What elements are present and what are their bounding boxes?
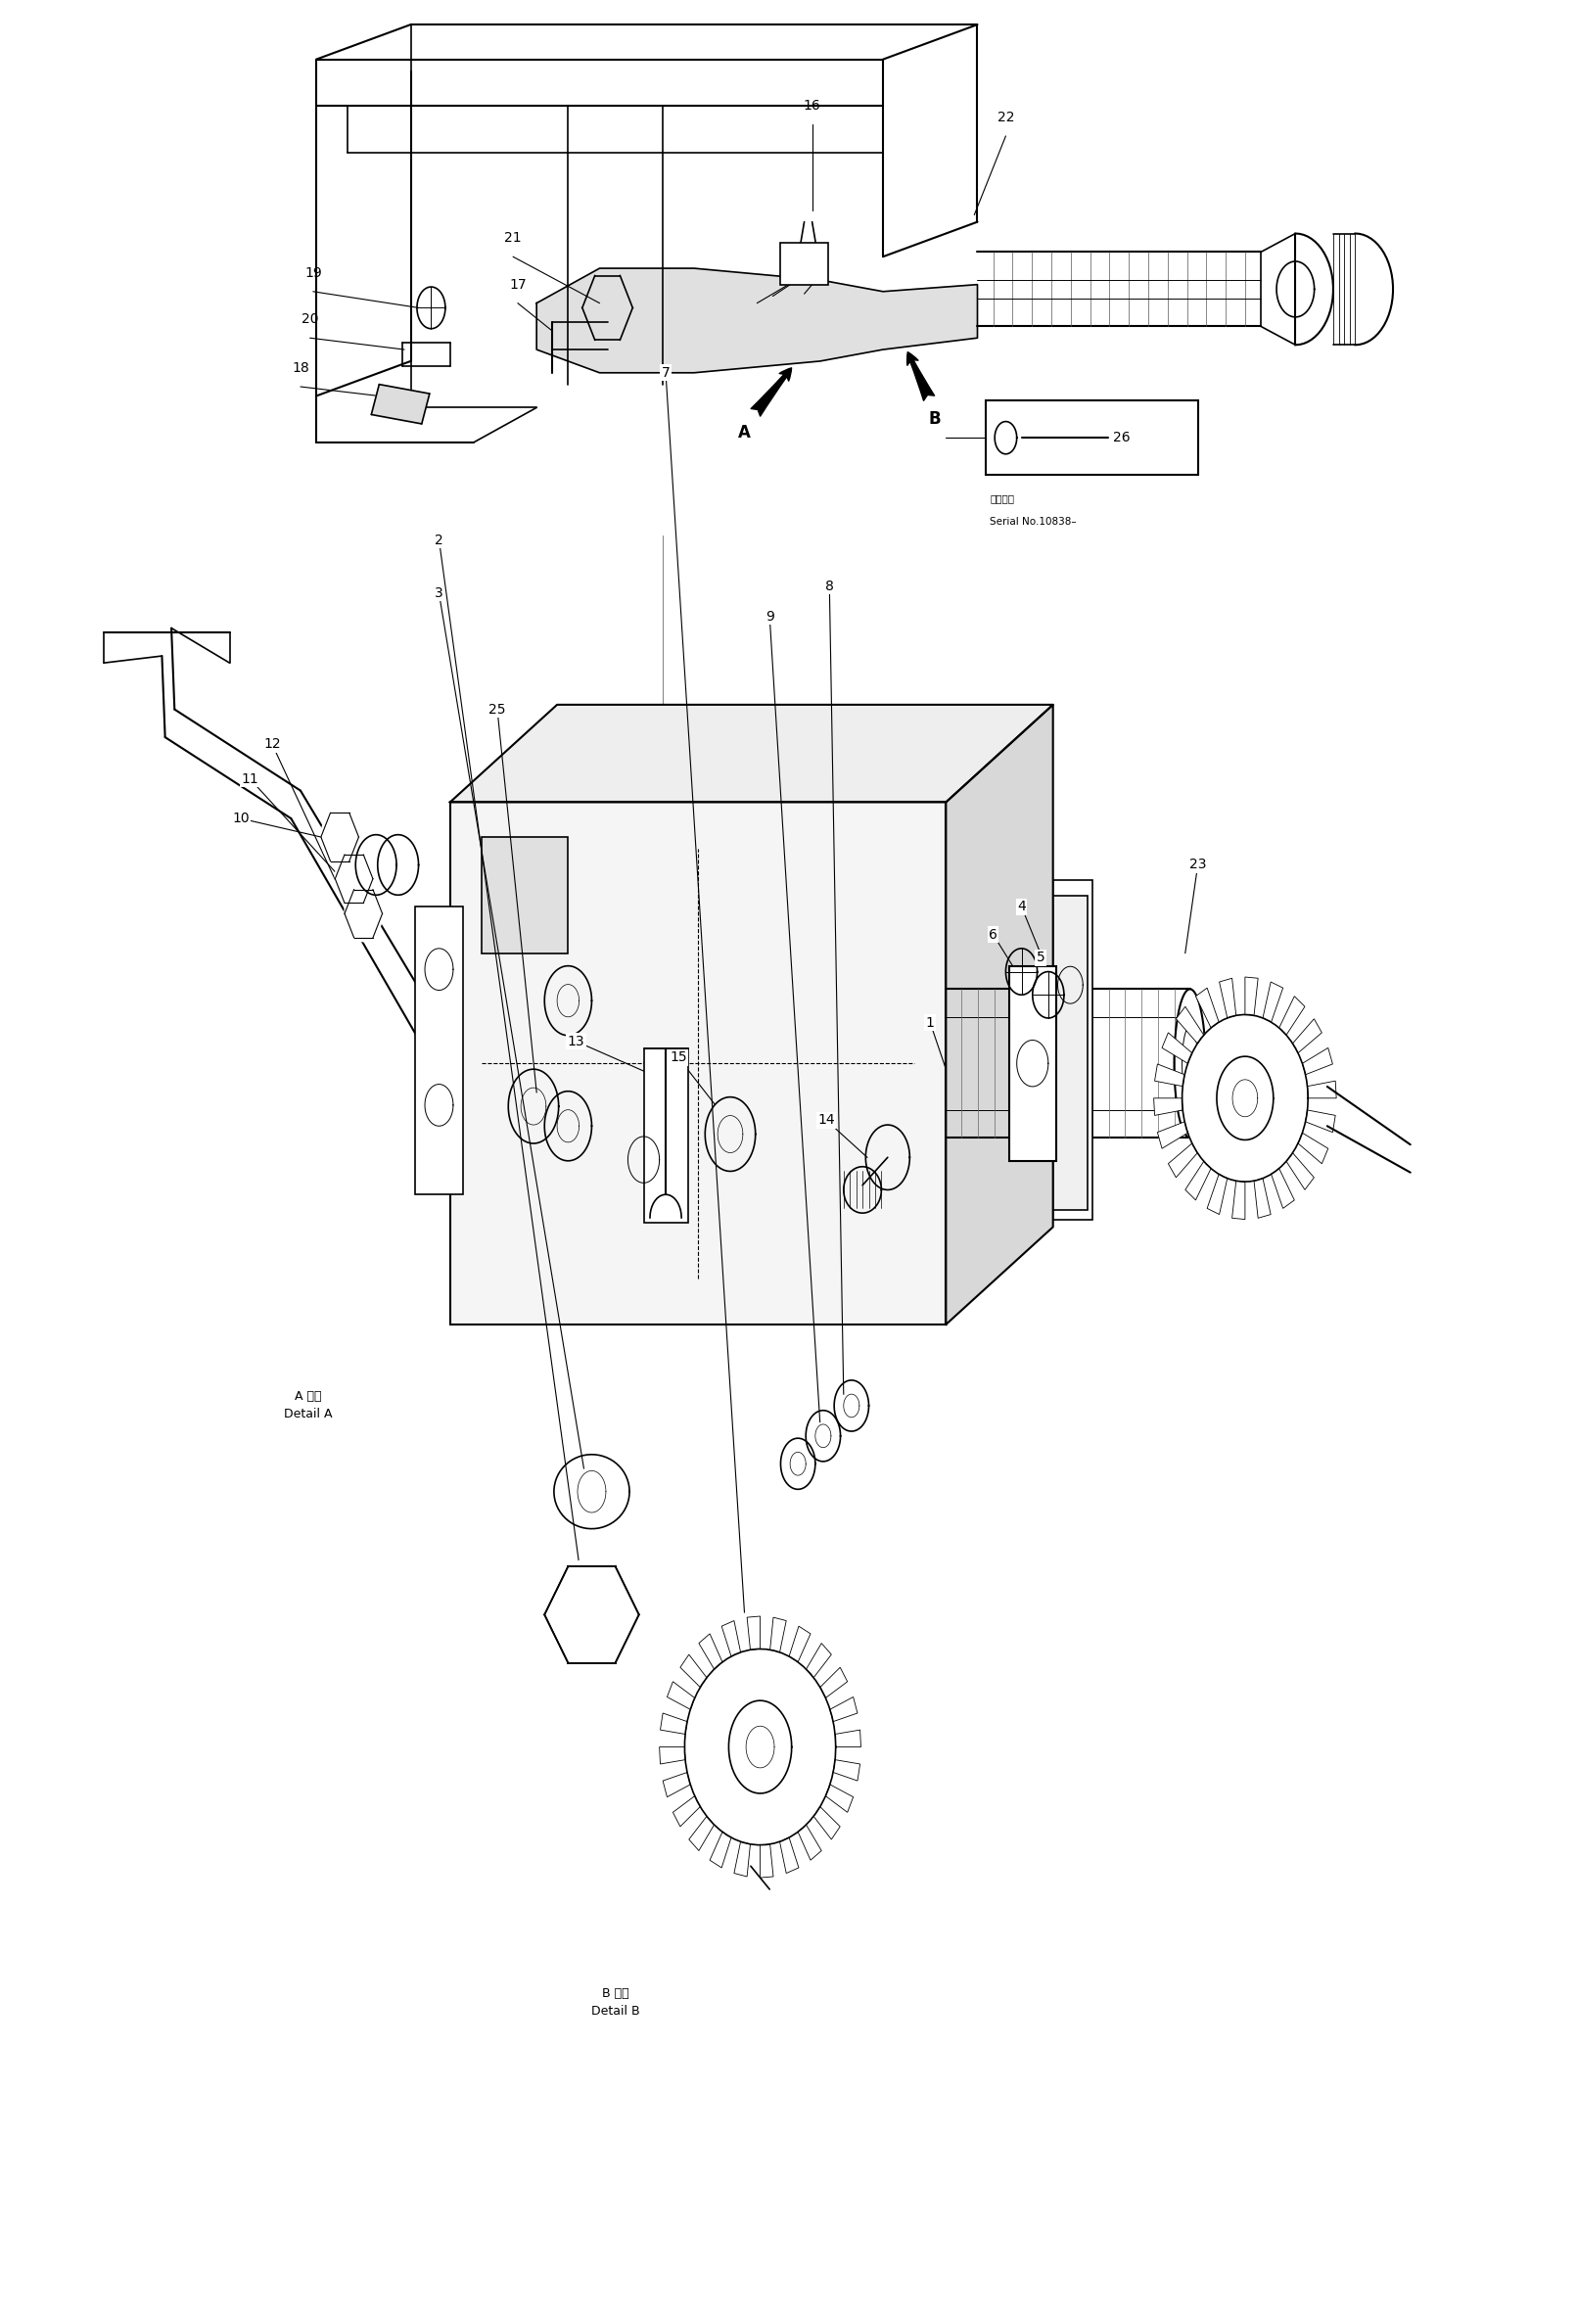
Bar [781,242,828,284]
Text: 9: 9 [765,609,774,623]
Polygon shape [798,1824,822,1859]
Polygon shape [830,1697,858,1722]
Polygon shape [680,1655,706,1687]
Bar [986,400,1199,474]
Text: 7: 7 [661,365,670,379]
Polygon shape [322,809,358,865]
Polygon shape [1244,976,1258,1016]
Polygon shape [345,885,382,941]
Polygon shape [667,1683,695,1710]
Polygon shape [662,1773,691,1796]
Polygon shape [722,1620,741,1657]
Polygon shape [733,1841,751,1875]
Polygon shape [1293,1018,1322,1053]
Polygon shape [1206,1174,1227,1215]
Text: 10: 10 [232,811,249,825]
Text: Serial No.10838–: Serial No.10838– [990,516,1077,525]
Polygon shape [1186,1162,1211,1199]
Text: 22: 22 [997,112,1014,125]
Polygon shape [1219,978,1236,1018]
Polygon shape [1154,1064,1184,1085]
Polygon shape [1303,1048,1333,1074]
Polygon shape [1271,1169,1295,1208]
Bar [643,1048,688,1222]
Polygon shape [1307,1081,1336,1099]
Text: A 詳細
Detail A: A 詳細 Detail A [284,1390,333,1420]
Bar [449,802,946,1325]
Polygon shape [806,1643,831,1678]
Text: 適用号機: 適用号機 [990,493,1014,502]
Polygon shape [836,1729,861,1748]
Polygon shape [710,1831,732,1868]
Text: 18: 18 [292,360,309,374]
Text: 5: 5 [1036,951,1044,964]
Text: 23: 23 [1189,858,1206,872]
Text: 25: 25 [489,702,506,716]
Text: 6: 6 [989,927,998,941]
Text: 26: 26 [1113,430,1131,444]
Polygon shape [1279,997,1304,1034]
Text: 17: 17 [509,279,527,290]
Polygon shape [1158,1122,1187,1148]
Polygon shape [659,1748,686,1764]
Text: 14: 14 [817,1113,834,1127]
Polygon shape [946,704,1053,1325]
Polygon shape [536,267,978,372]
Polygon shape [1254,1178,1271,1218]
Text: 8: 8 [825,579,834,593]
Polygon shape [1232,1181,1244,1220]
Text: 19: 19 [304,267,322,279]
Polygon shape [826,1785,853,1813]
Polygon shape [833,1759,859,1780]
Polygon shape [1298,1132,1328,1164]
Polygon shape [747,1615,760,1650]
Polygon shape [371,383,429,423]
Text: 20: 20 [301,314,319,325]
Polygon shape [1263,983,1284,1023]
Polygon shape [770,1618,787,1652]
Bar [1053,897,1088,1208]
Polygon shape [779,1838,798,1873]
Text: A: A [738,425,751,442]
Polygon shape [760,1845,773,1878]
Polygon shape [661,1713,688,1734]
Polygon shape [689,1817,714,1850]
Polygon shape [814,1806,841,1838]
Polygon shape [1154,1099,1183,1116]
Polygon shape [699,1634,722,1669]
Polygon shape [449,704,1053,802]
Text: 11: 11 [241,772,259,786]
Text: 1: 1 [926,1016,935,1030]
Polygon shape [1287,1153,1314,1190]
Text: 3: 3 [435,586,443,600]
Text: 4: 4 [1017,899,1025,913]
Bar [481,837,568,953]
Polygon shape [820,1666,847,1699]
Polygon shape [1162,1032,1192,1064]
Text: 12: 12 [263,737,281,751]
Text: 13: 13 [568,1034,585,1048]
Bar [415,906,462,1195]
Polygon shape [1195,988,1219,1027]
Text: 16: 16 [803,100,820,114]
Polygon shape [788,1627,811,1662]
Polygon shape [544,1559,639,1671]
Polygon shape [336,851,372,906]
Polygon shape [684,1650,836,1845]
Text: 15: 15 [670,1050,688,1064]
Polygon shape [673,1796,700,1827]
Bar [1053,881,1093,1220]
Text: 2: 2 [435,532,443,546]
Text: B 詳細
Detail B: B 詳細 Detail B [591,1987,640,2017]
Bar [1009,967,1057,1162]
Polygon shape [1169,1143,1197,1178]
Polygon shape [1176,1006,1203,1043]
Polygon shape [1306,1111,1336,1132]
Text: B: B [929,411,941,428]
Polygon shape [1183,1016,1307,1181]
Text: 21: 21 [505,232,522,244]
